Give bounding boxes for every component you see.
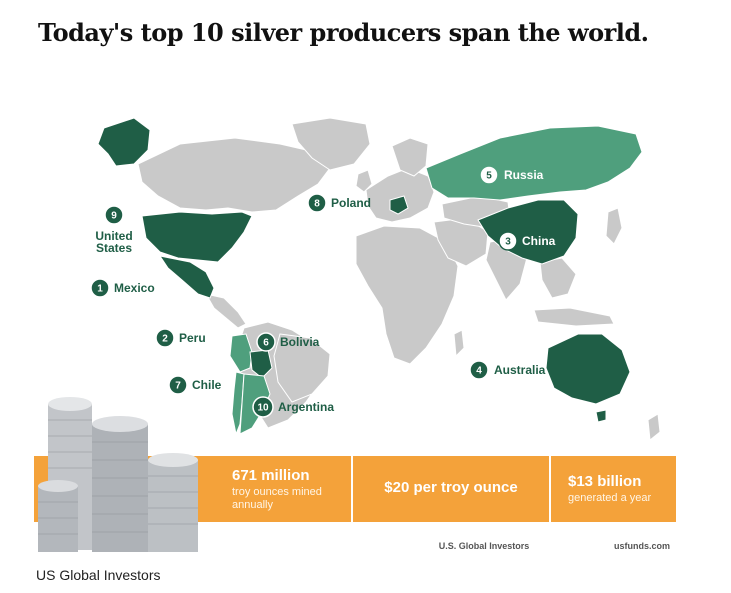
world-landmass (137, 117, 661, 441)
marker-poland: 8 Poland (307, 193, 371, 213)
marker-russia: 5 Russia (479, 165, 544, 185)
poland-region (389, 195, 409, 215)
marker-chile: 7 Chile (168, 375, 222, 395)
marker-mexico: 1 Mexico (90, 278, 155, 298)
stat-production-line2: annually (232, 499, 273, 511)
new-zealand-region (647, 413, 661, 441)
label-australia: Australia (494, 363, 546, 377)
brazil-region (273, 333, 331, 403)
headline: Today's top 10 silver producers span the… (38, 18, 649, 47)
marker-australia: 4 Australia (469, 360, 546, 380)
united-states-region (141, 211, 253, 263)
mexico-region (158, 255, 215, 299)
stat-production-line1: troy ounces mined (232, 486, 322, 498)
rank-mexico: 1 (97, 284, 103, 295)
silver-producers-map-figure: 9 United States 1 Mexico 2 Peru 6 Bolivi… (30, 72, 690, 560)
canada-region (137, 137, 331, 213)
producer-countries (97, 117, 643, 436)
stat-price-value: $20 per troy ounce (384, 479, 517, 496)
marker-china: 3 China (498, 231, 556, 251)
rank-bolivia: 6 (263, 338, 269, 349)
peru-region (229, 333, 253, 373)
label-united-states-line2: States (96, 241, 132, 255)
world-map-svg: 9 United States 1 Mexico 2 Peru 6 Bolivi… (34, 117, 676, 552)
stat-revenue-value: $13 billion (568, 473, 641, 490)
stat-production: 671 million troy ounces mined annually (232, 467, 322, 511)
rank-argentina: 10 (257, 403, 269, 414)
stat-revenue: $13 billion generated a year (568, 473, 652, 504)
image-caption: US Global Investors (36, 567, 161, 583)
japan-region (605, 207, 623, 245)
greenland-region (291, 117, 371, 171)
australia-region (545, 333, 631, 405)
credit-url: usfunds.com (614, 541, 670, 551)
tasmania-region (595, 409, 607, 423)
scandinavia-region (391, 137, 429, 177)
stat-production-value: 671 million (232, 467, 310, 484)
marker-argentina: 10 Argentina (252, 396, 334, 418)
rank-china: 3 (505, 237, 511, 248)
marker-bolivia: 6 Bolivia (256, 332, 320, 352)
russia-region (425, 125, 643, 201)
stat-revenue-line1: generated a year (568, 492, 652, 504)
credit-usgi: U.S. Global Investors (439, 541, 530, 551)
silver-coin-stack-icon (38, 397, 198, 552)
label-peru: Peru (179, 331, 206, 345)
rank-chile: 7 (175, 381, 181, 392)
label-argentina: Argentina (278, 400, 334, 414)
label-mexico: Mexico (114, 281, 155, 295)
rank-united-states: 9 (111, 211, 117, 222)
rank-russia: 5 (486, 171, 492, 182)
uk-region (355, 169, 373, 193)
label-bolivia: Bolivia (280, 335, 320, 349)
marker-peru: 2 Peru (155, 328, 206, 348)
madagascar-region (453, 329, 465, 358)
producer-labels: 9 United States 1 Mexico 2 Peru 6 Bolivi… (90, 165, 556, 418)
label-china: China (522, 234, 556, 248)
rank-poland: 8 (314, 199, 320, 210)
central-america-region (205, 293, 247, 329)
label-russia: Russia (504, 168, 544, 182)
source-credits: U.S. Global Investors usfunds.com (439, 541, 670, 551)
southeast-asia-region (539, 257, 577, 299)
rank-peru: 2 (162, 334, 168, 345)
alaska-region (97, 117, 151, 167)
stat-price: $20 per troy ounce (384, 479, 517, 496)
africa-region (355, 225, 459, 365)
label-chile: Chile (192, 378, 222, 392)
europe-region (365, 167, 435, 223)
indonesia-region (533, 307, 615, 327)
label-united-states-line1: United (95, 229, 132, 243)
marker-united-states: 9 United States (95, 205, 133, 255)
label-poland: Poland (331, 196, 371, 210)
rank-australia: 4 (476, 366, 482, 377)
